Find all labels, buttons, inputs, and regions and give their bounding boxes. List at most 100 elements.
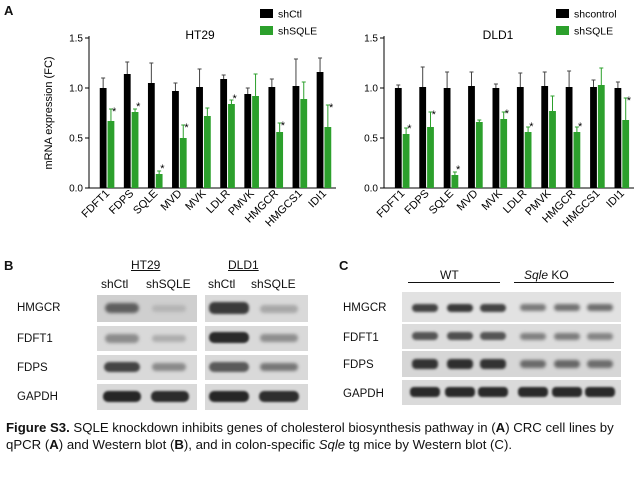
ht29-bar xyxy=(228,104,235,188)
ht29-bar xyxy=(244,94,252,188)
dld1-significance-star: * xyxy=(505,108,510,120)
ht29-significance-star: * xyxy=(112,106,117,118)
panel-label-c: C xyxy=(339,258,349,273)
blot-b-group-ht29: HT29 xyxy=(131,258,161,272)
blot-c-row-fdps: FDPS xyxy=(343,359,374,371)
blot-c-strip xyxy=(402,380,621,405)
panel-a-charts: 0.0 0.5 1.0 1.5 HT29 mRNA expression (FC) shCt… xyxy=(43,9,634,229)
dld1-significance-star: * xyxy=(578,121,583,133)
ht29-x-tick-label: IDI1 xyxy=(306,188,329,211)
blot-c-strip xyxy=(402,351,621,377)
dld1-y-tick-label: 1.0 xyxy=(364,84,378,95)
dld1-significance-star: * xyxy=(627,95,632,107)
dld1-legend-label: shSQLE xyxy=(574,26,613,38)
ht29-legend-label: shCtl xyxy=(278,9,302,21)
blot-b-row-fdps: FDPS xyxy=(17,362,48,374)
ht29-bar xyxy=(123,74,131,188)
ht29-bar xyxy=(220,79,228,188)
caption-label: Figure S3. xyxy=(6,420,70,435)
ht29-bar xyxy=(300,99,308,188)
ht29-bar xyxy=(252,96,259,188)
blot-b-strip xyxy=(205,295,308,322)
ht29-bar xyxy=(172,91,179,188)
panel-label-a: A xyxy=(4,3,14,18)
dld1-x-tick-label: SQLE xyxy=(427,188,456,217)
dld1-chart-title: DLD1 xyxy=(483,28,514,42)
blot-b-strip xyxy=(97,355,197,380)
dld1-bar xyxy=(451,175,459,188)
ht29-bar xyxy=(324,127,332,188)
dld1-bar xyxy=(500,119,508,188)
caption-gene: Sqle xyxy=(318,436,346,452)
blot-b-row-hmgcr: HMGCR xyxy=(17,302,61,314)
blot-c-group-ko: Sqle KO xyxy=(524,268,569,282)
ht29-chart-title: HT29 xyxy=(185,28,215,42)
blot-b-lane-2: shSQLE xyxy=(146,277,191,291)
dld1-significance-star: * xyxy=(432,109,437,121)
dld1-x-tick-label: MVD xyxy=(455,188,481,214)
ht29-bar xyxy=(268,87,276,188)
ht29-bar xyxy=(107,121,115,188)
blot-b-row-gapdh: GAPDH xyxy=(17,391,58,403)
dld1-bar xyxy=(419,87,427,188)
dld1-significance-star: * xyxy=(407,123,412,135)
dld1-bar xyxy=(541,86,549,188)
blot-b-strip xyxy=(97,295,197,322)
ht29-x-tick-label: SQLE xyxy=(131,188,160,217)
ht29-x-tick-label: FDPS xyxy=(107,188,136,217)
dld1-bar xyxy=(622,120,630,188)
ht29-x-tick-label: FDFT1 xyxy=(79,188,112,221)
dld1-y-tick-label: 0.0 xyxy=(364,184,378,195)
dld1-bar xyxy=(590,87,597,188)
ht29-bar xyxy=(99,88,107,188)
blot-b-lane-3: shCtl xyxy=(208,277,236,291)
dld1-bar xyxy=(475,122,483,188)
blot-b-strip xyxy=(205,384,308,410)
ht29-bar xyxy=(276,132,284,188)
ht29-bar xyxy=(155,174,163,188)
caption-ref-a1: A xyxy=(495,420,506,435)
dld1-y-tick-label: 1.5 xyxy=(364,34,378,45)
dld1-bar xyxy=(565,87,573,188)
caption-text-1: SQLE knockdown inhibits genes of cholest… xyxy=(69,420,496,435)
ht29-x-tick-label: MVD xyxy=(159,188,185,214)
ht29-bar xyxy=(203,116,211,188)
ht29-y-tick-label: 0.5 xyxy=(69,134,83,145)
ht29-bar xyxy=(147,83,155,188)
ht29-y-tick-label: 1.0 xyxy=(69,84,83,95)
dld1-legend-swatch xyxy=(556,26,569,35)
blot-b-group-dld1: DLD1 xyxy=(228,258,259,272)
caption-ref-a2: A xyxy=(49,436,59,452)
dld1-significance-star: * xyxy=(456,164,461,176)
dld1-bar xyxy=(549,111,556,188)
dld1-significance-star: * xyxy=(529,121,534,133)
ht29-y-tick-label: 0.0 xyxy=(69,184,83,195)
ht29-legend-label: shSQLE xyxy=(278,26,317,38)
ht29-bar xyxy=(316,72,324,188)
ht29-significance-star: * xyxy=(329,102,334,114)
ht29-significance-star: * xyxy=(281,120,286,132)
ht29-significance-star: * xyxy=(184,122,189,134)
blot-b-row-fdft1: FDFT1 xyxy=(17,333,53,345)
dld1-y-tick-label: 0.5 xyxy=(364,134,378,145)
dld1-x-tick-label: FDFT1 xyxy=(375,188,408,221)
dld1-x-tick-label: IDI1 xyxy=(604,188,627,211)
dld1-bar xyxy=(394,88,402,188)
ht29-significance-star: * xyxy=(160,163,165,175)
blot-c-strip xyxy=(402,324,621,349)
blot-b-lane-4: shSQLE xyxy=(251,277,296,291)
caption-text-5: tg mice by Western blot (C). xyxy=(345,436,513,452)
blot-c-group-wt: WT xyxy=(440,268,459,282)
dld1-bar xyxy=(614,88,622,188)
ht29-significance-star: * xyxy=(136,101,141,113)
blot-c-ko-gene: Sqle xyxy=(524,268,549,282)
ht29-y-tick-label: 1.5 xyxy=(69,34,83,45)
caption-text-2: ) CRC cell lines by qPCR ( xyxy=(6,420,614,452)
ht29-significance-star: * xyxy=(233,93,238,105)
blot-c-strip xyxy=(402,292,621,322)
dld1-legend-label: shcontrol xyxy=(574,9,617,21)
dld1-bar xyxy=(443,88,451,188)
ht29-legend-swatch xyxy=(260,9,273,18)
dld1-bar xyxy=(402,134,410,188)
blot-b-strip xyxy=(205,355,308,380)
